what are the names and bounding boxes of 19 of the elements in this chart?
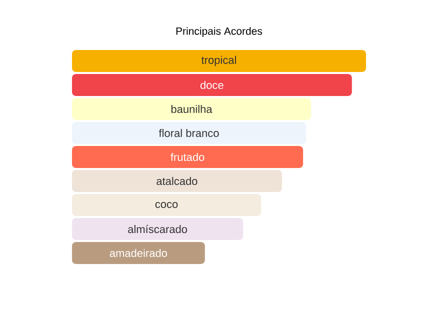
chart-title: Principais Acordes — [176, 27, 262, 37]
bar — [72, 98, 312, 120]
bar — [72, 242, 205, 264]
bar — [72, 218, 244, 240]
y-tick-label: almíscarado — [128, 224, 188, 234]
y-tick-label: frutado — [170, 152, 204, 162]
bar — [72, 146, 304, 168]
bar — [72, 74, 352, 96]
y-tick-label: tropical — [201, 56, 236, 66]
y-tick-label: coco — [155, 202, 178, 208]
bar — [72, 170, 282, 192]
bar — [72, 194, 262, 216]
y-tick-label: doce — [200, 80, 224, 90]
y-tick-label: amadeirado — [110, 248, 168, 258]
bar — [72, 50, 366, 72]
y-tick-label: floral branco — [158, 128, 219, 138]
bar — [72, 122, 306, 144]
y-tick-label: baunilha — [171, 104, 212, 114]
y-tick-label: atalcado — [156, 176, 198, 186]
